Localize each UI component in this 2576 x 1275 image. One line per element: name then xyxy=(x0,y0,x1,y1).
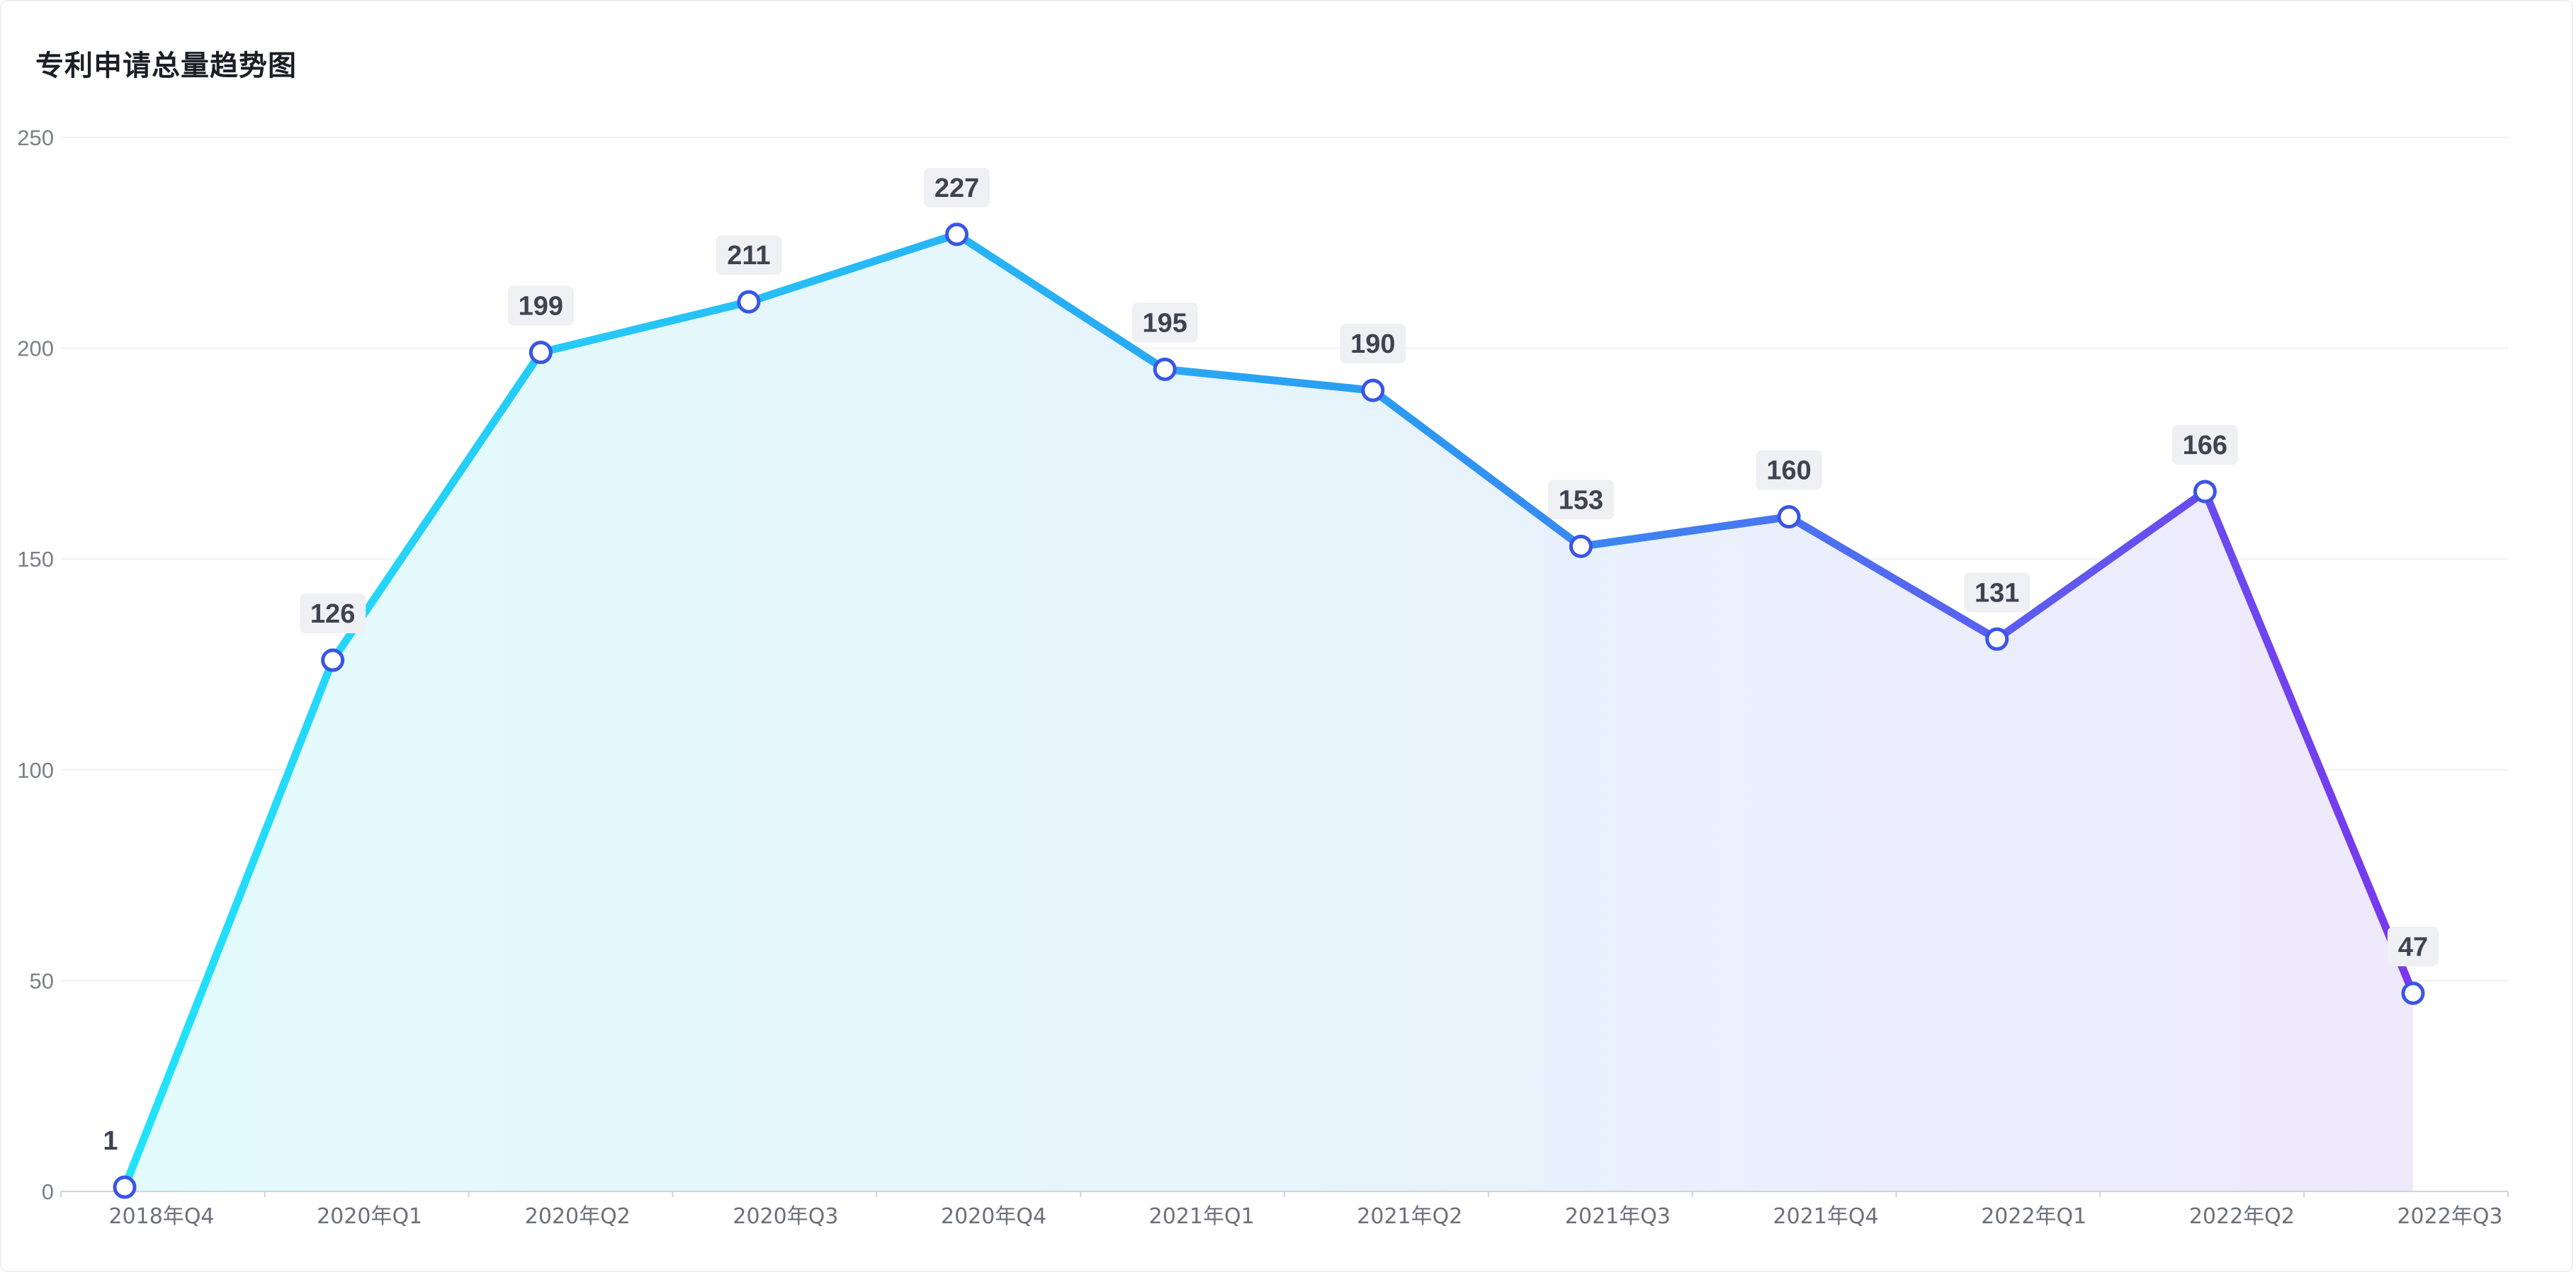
data-label-2: 199 xyxy=(519,292,563,322)
series-area xyxy=(125,234,2413,1191)
data-label-bg-8 xyxy=(1756,450,1822,490)
data-label-7: 153 xyxy=(1559,485,1603,515)
data-point-5[interactable] xyxy=(1153,357,1177,381)
data-label-6: 190 xyxy=(1350,329,1395,359)
x-tick-label: 2021年Q3 xyxy=(1565,1204,1671,1229)
data-point-7[interactable] xyxy=(1569,534,1593,558)
x-tick-label: 2018年Q4 xyxy=(108,1204,214,1229)
data-label-bg-4 xyxy=(924,167,990,208)
data-label-bg-11 xyxy=(2388,926,2439,967)
y-tick-label: 200 xyxy=(17,336,54,361)
x-tick-label: 2021年Q2 xyxy=(1357,1204,1462,1229)
data-label-8: 160 xyxy=(1766,456,1811,486)
x-tick-label: 2022年Q2 xyxy=(2189,1204,2295,1229)
x-tick-label: 2020年Q1 xyxy=(317,1204,422,1229)
data-label-0: 1 xyxy=(103,1126,118,1156)
data-point-9[interactable] xyxy=(1985,627,2009,651)
y-tick-label: 250 xyxy=(17,125,54,150)
x-tick-label: 2020年Q4 xyxy=(941,1204,1046,1229)
data-label-bg-6 xyxy=(1340,324,1406,364)
area-fill xyxy=(125,234,2413,1191)
x-tick-label: 2021年Q1 xyxy=(1149,1204,1255,1229)
data-label-10: 166 xyxy=(2183,431,2227,460)
data-markers xyxy=(113,222,2425,1199)
data-label-bg-3 xyxy=(716,235,782,276)
data-label-bg-1 xyxy=(300,594,366,634)
data-point-3[interactable] xyxy=(737,290,761,314)
y-tick-label: 0 xyxy=(42,1179,54,1204)
data-label-3: 211 xyxy=(727,241,770,271)
data-labels: 1 126 199 211 227 195 190 153 160 131 166 47 xyxy=(103,167,2439,1156)
x-axis-ticks: 2018年Q4 2020年Q1 2020年Q2 2020年Q3 2020年Q4 2021年… xyxy=(108,1204,2502,1229)
x-tick-label: 2020年Q2 xyxy=(525,1204,631,1229)
y-tick-label: 50 xyxy=(30,968,54,993)
x-axis xyxy=(60,1191,2509,1197)
data-point-4[interactable] xyxy=(945,222,969,246)
data-label-bg-10 xyxy=(2171,424,2238,465)
y-axis-ticks: 0 50 100 150 200 250 xyxy=(17,125,54,1204)
data-label-5: 195 xyxy=(1142,308,1187,338)
data-label-bg-9 xyxy=(1964,572,2030,613)
chart-title: 专利申请总量趋势图 xyxy=(35,50,297,82)
data-point-6[interactable] xyxy=(1361,378,1385,402)
data-label-bg-5 xyxy=(1131,302,1198,343)
data-point-2[interactable] xyxy=(529,341,553,365)
data-point-11[interactable] xyxy=(2401,981,2425,1005)
data-label-bg-2 xyxy=(507,285,574,326)
series-line-path xyxy=(120,230,2417,1191)
data-point-8[interactable] xyxy=(1777,505,1801,529)
data-label-9: 131 xyxy=(1975,578,2019,608)
data-point-10[interactable] xyxy=(2193,480,2217,504)
x-tick-label: 2021年Q4 xyxy=(1773,1204,1879,1229)
data-point-0[interactable] xyxy=(113,1175,137,1199)
data-label-bg-7 xyxy=(1547,480,1614,520)
x-tick-label: 2022年Q1 xyxy=(1981,1204,2086,1229)
y-tick-label: 100 xyxy=(17,758,54,783)
x-tick-label: 2020年Q3 xyxy=(733,1204,838,1229)
series-line xyxy=(120,230,2417,1191)
x-tick-label: 2022年Q3 xyxy=(2397,1204,2502,1229)
data-label-1: 126 xyxy=(310,599,355,629)
y-tick-label: 150 xyxy=(17,547,54,572)
data-label-11: 47 xyxy=(2398,932,2428,962)
data-point-1[interactable] xyxy=(321,648,345,672)
data-label-4: 227 xyxy=(934,174,979,203)
